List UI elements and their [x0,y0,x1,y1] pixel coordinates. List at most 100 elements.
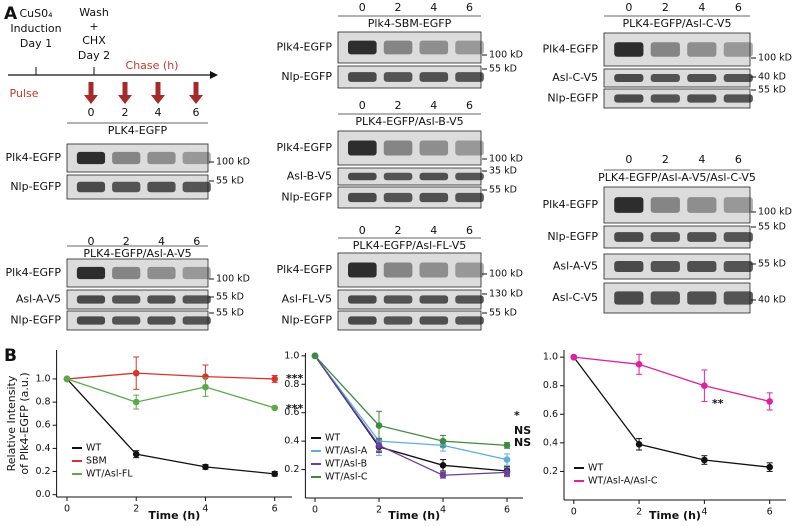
row-label: Plk4-EGFP [543,198,599,211]
blot-band [182,295,211,304]
timeline-text: Day 1 [20,37,52,50]
row-label: Plk4-EGFP [277,263,333,276]
y-tick-label: 0.2 [35,466,50,477]
blot-band [723,291,753,305]
chase-arrowhead [151,95,165,104]
y-axis-label: of Plk4-EGFP (a.u.) [18,372,31,474]
blot-title: PLK4-EGFP/Asl-A-V5 [83,247,191,260]
significance: * [514,409,520,422]
size-marker: 55 kD [758,222,786,233]
time-label: 0 [87,235,94,248]
data-point [635,360,643,368]
blot-band [455,295,484,304]
size-marker: 55 kD [758,259,786,270]
significance: *** [286,372,304,385]
blot-band [383,72,413,82]
y-tick-label: 0.8 [284,379,299,390]
blot-title: PLK4-EGFP/Asl-C-V5 [623,17,732,30]
blot-band [650,74,680,82]
series-line [314,355,508,461]
blot-band [687,42,717,57]
y-tick-label: 0.0 [35,489,50,500]
significance: *** [286,402,304,415]
y-tick-label: 0.4 [35,443,50,454]
chase-arrowhead [84,95,98,104]
time-label: 0 [88,106,95,119]
y-tick-label: 1.0 [284,350,299,361]
blot-band [419,40,449,55]
time-label: 0 [359,99,366,112]
time-label: 6 [466,224,473,237]
x-axis-label: Time (h) [148,509,200,522]
time-label: 4 [698,153,705,166]
row-label: Plk4-EGFP [6,151,62,164]
blot-band [614,74,644,82]
data-point [570,353,578,361]
time-label: 0 [359,224,366,237]
blot-band [614,42,644,57]
row-label: Asl-FL-V5 [282,293,332,306]
series-line [66,378,275,409]
chase-arrowhead [118,95,132,104]
time-label: 2 [395,99,402,112]
blot-band [455,172,484,181]
significance: NS [514,424,531,437]
size-marker: 100 kD [216,157,250,168]
y-axis-label: Relative Intensity [5,375,18,471]
panel-label: B [4,346,17,366]
blot-band [383,140,413,156]
blot-band [383,262,413,278]
blot-band [348,262,377,278]
timeline-text: Wash [79,6,109,19]
y-tick-label: 0.2 [284,464,299,475]
x-tick-label: 2 [636,507,642,518]
timeline-text: CuS0₄ [19,7,53,20]
x-tick-label: 4 [202,504,208,515]
blot-band [112,181,141,193]
series-line [573,356,770,468]
blot-band [419,72,449,82]
blot-band [348,192,377,203]
blot-band [182,151,211,165]
blot-band [723,232,753,242]
x-tick-label: 2 [133,504,139,515]
blot-band [614,197,644,213]
row-label: Asl-A-V5 [16,293,61,306]
x-tick-label: 6 [272,504,278,515]
row-label: Nlp-EGFP [281,314,332,327]
blot-band [723,42,753,57]
time-label: 2 [662,1,669,14]
data-point [701,382,708,390]
size-marker: 55 kD [216,176,244,187]
row-label: Asl-C-V5 [552,291,598,304]
y-tick-label: 0.8 [543,380,558,391]
size-marker: 55 kD [489,64,517,75]
data-point [132,398,140,406]
x-axis-label: Time (h) [388,509,440,522]
blot-band [348,140,377,156]
time-label: 0 [625,153,632,166]
blot-band [455,72,484,82]
x-tick-label: 2 [376,505,382,516]
time-label: 4 [430,99,437,112]
blot-band [182,316,211,325]
x-tick-label: 4 [701,507,707,518]
row-label: Asl-A-V5 [553,260,598,273]
size-marker: 100 kD [489,154,523,165]
panel-label: A [4,4,18,24]
blot-band [182,181,211,193]
time-label: 6 [466,1,473,14]
series-line [314,355,508,476]
data-point [63,375,71,383]
blot-band [687,74,717,82]
size-marker: 55 kD [216,292,244,303]
data-point [375,422,383,429]
data-point [271,470,278,478]
blot-band [687,94,717,103]
series-line [66,378,275,475]
row-label: Asl-C-V5 [552,71,598,84]
blot-band [147,181,176,193]
size-marker: 130 kD [489,289,523,300]
blot-strip [337,31,482,64]
